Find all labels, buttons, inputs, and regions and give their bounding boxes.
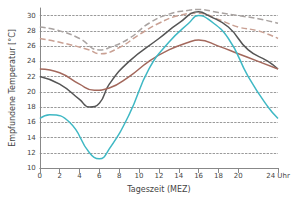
- svg-text:24 Uhr: 24 Uhr: [266, 172, 290, 180]
- svg-text:26: 26: [27, 42, 36, 50]
- svg-text:Empfundene Temperatur [°C]: Empfundene Temperatur [°C]: [8, 29, 17, 147]
- svg-text:24: 24: [27, 57, 36, 65]
- svg-text:14: 14: [174, 172, 183, 180]
- svg-text:16: 16: [194, 172, 203, 180]
- svg-text:2: 2: [57, 172, 61, 180]
- svg-text:6: 6: [97, 172, 102, 180]
- svg-text:14: 14: [27, 134, 36, 142]
- svg-text:8: 8: [117, 172, 121, 180]
- svg-text:18: 18: [27, 103, 36, 111]
- svg-text:10: 10: [135, 172, 144, 180]
- svg-text:18: 18: [214, 172, 223, 180]
- svg-text:20: 20: [234, 172, 243, 180]
- svg-text:12: 12: [27, 149, 36, 157]
- svg-text:10: 10: [27, 164, 36, 172]
- svg-text:12: 12: [154, 172, 163, 180]
- svg-text:16: 16: [27, 118, 36, 126]
- svg-text:0: 0: [38, 172, 42, 180]
- svg-text:28: 28: [27, 27, 36, 35]
- svg-text:20: 20: [27, 88, 36, 96]
- svg-text:4: 4: [77, 172, 82, 180]
- svg-text:22: 22: [27, 73, 36, 81]
- svg-text:Tageszeit (MEZ): Tageszeit (MEZ): [126, 185, 190, 194]
- svg-text:30: 30: [27, 12, 36, 20]
